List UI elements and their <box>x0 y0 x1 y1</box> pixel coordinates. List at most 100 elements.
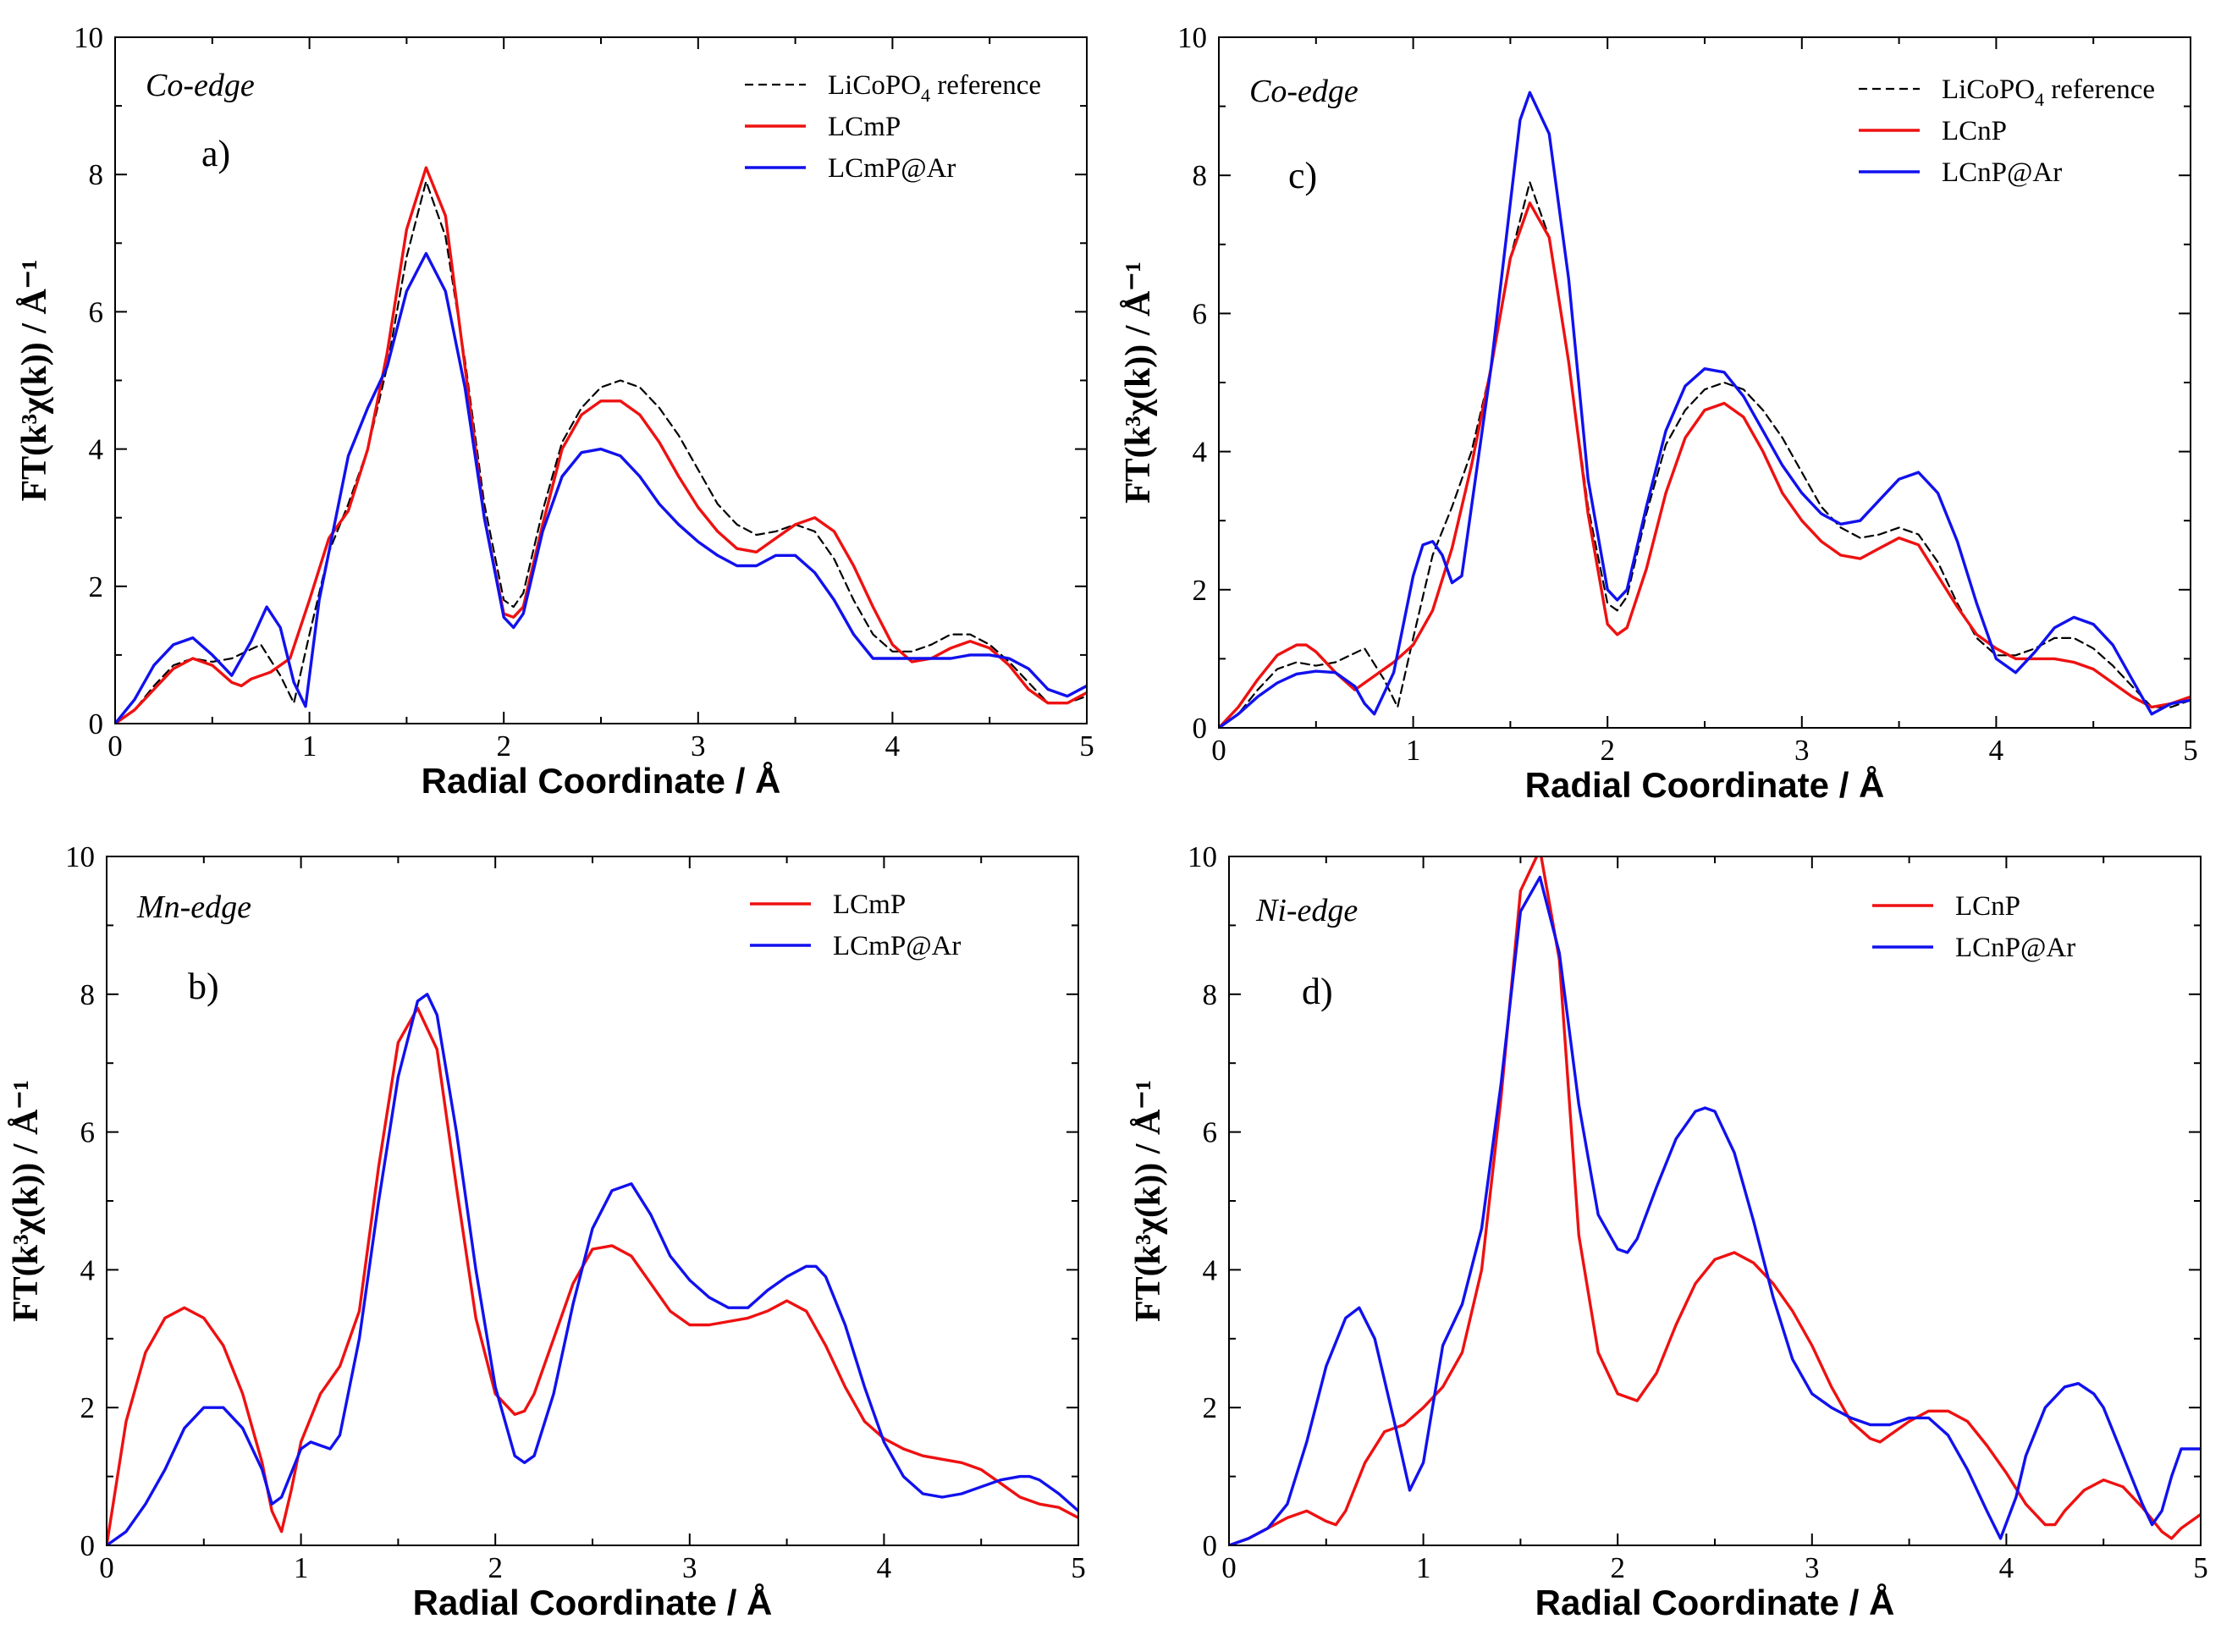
x-axis-label: Radial Coordinate / Å <box>1535 1583 1895 1622</box>
y-tick-label: 0 <box>1193 712 1208 745</box>
y-tick-label: 10 <box>1188 840 1217 873</box>
legend-subscript: 4 <box>2035 89 2044 110</box>
legend-name: LCnP@Ar <box>1955 933 2075 963</box>
x-tick-label: 0 <box>107 730 123 763</box>
legend-name: LCmP <box>828 112 901 142</box>
legend-label: LCmP <box>828 112 901 142</box>
legend: LiCoPO4 reference LCmP LCmP@Ar <box>745 70 1041 184</box>
y-tick-label: 10 <box>65 840 95 873</box>
y-tick-label: 6 <box>80 1116 96 1149</box>
y-tick-label: 8 <box>80 978 96 1011</box>
y-tick-label: 10 <box>1177 21 1207 54</box>
series-group <box>1219 91 2191 728</box>
panel-d: 0 1 2 3 4 5 0 2 4 6 8 10 Radial Coordinate / Å FT(k³χ… <box>1129 840 2208 1622</box>
legend-name: LCnP@Ar <box>1942 157 2062 188</box>
series-line-lcmp <box>115 166 1087 724</box>
series-group <box>1229 856 2201 1545</box>
series-line-lcnp-ar <box>1229 875 2201 1545</box>
y-tick-label: 4 <box>1193 436 1208 469</box>
panel-label: c) <box>1288 155 1317 196</box>
y-axis-label: FT(k³χ(k)) / Å⁻¹ <box>7 1080 46 1322</box>
legend-label: LCnP <box>1942 116 2007 146</box>
y-tick-label: 2 <box>80 1391 96 1424</box>
edge-label: Ni-edge <box>1255 893 1358 928</box>
y-tick-label: 8 <box>1203 978 1218 1011</box>
legend-name: LCnP <box>1942 116 2007 146</box>
legend-label: LiCoPO4 reference <box>828 70 1041 106</box>
legend-suffix: reference <box>2044 74 2155 105</box>
series-line-lcmp-ar <box>107 993 1078 1545</box>
series-line-lcmp-ar <box>115 251 1087 724</box>
x-tick-label: 1 <box>1406 734 1421 767</box>
x-tick-label: 2 <box>488 1551 503 1584</box>
legend-name: LCnP <box>1955 891 2020 922</box>
y-axis-label: FT(k³χ(k)) / Å⁻¹ <box>1119 262 1158 504</box>
x-axis-label: Radial Coordinate / Å <box>413 1583 773 1622</box>
series-line-lcnp <box>1229 856 2201 1545</box>
legend: LiCoPO4 reference LCnP LCnP@Ar <box>1859 74 2155 188</box>
panel-c: 0 1 2 3 4 5 0 2 4 6 8 10 Radial Coordinate / Å FT(k³χ… <box>1119 21 2198 805</box>
x-tick-label: 3 <box>682 1551 697 1584</box>
legend-label: LCmP <box>833 889 906 920</box>
y-tick-label: 0 <box>80 1529 96 1562</box>
y-axis-label: FT(k³χ(k)) / Å⁻¹ <box>15 259 54 501</box>
x-tick-label: 1 <box>302 730 317 763</box>
legend-label: LCmP@Ar <box>833 931 961 961</box>
x-tick-label: 4 <box>1999 1551 2014 1584</box>
series-line-lcnp-ar <box>1219 91 2191 728</box>
x-tick-label: 1 <box>294 1551 309 1584</box>
series-line-lcmp <box>107 1006 1078 1545</box>
y-tick-label: 2 <box>1193 574 1208 607</box>
y-tick-label: 4 <box>80 1253 96 1286</box>
edge-label: Co-edge <box>146 68 255 103</box>
x-tick-label: 3 <box>1794 734 1810 767</box>
y-tick-label: 0 <box>1203 1529 1218 1562</box>
x-axis-label: Radial Coordinate / Å <box>1525 765 1885 805</box>
legend-name: LiCoPO <box>1942 74 2035 105</box>
legend-name: LCmP <box>833 889 906 920</box>
y-tick-label: 10 <box>74 21 103 54</box>
plot-frame <box>1218 36 2191 729</box>
series-line-licopo <box>1219 181 2191 728</box>
legend: LCmP LCmP@Ar <box>750 889 961 961</box>
series-line-lcnp <box>1219 201 2191 728</box>
x-tick-label: 0 <box>1211 734 1226 767</box>
legend-label: LCnP@Ar <box>1942 157 2062 188</box>
legend-label: LiCoPO4 reference <box>1942 74 2155 110</box>
legend-suffix: reference <box>930 70 1041 101</box>
x-tick-label: 0 <box>1221 1551 1237 1584</box>
x-tick-label: 5 <box>1071 1551 1086 1584</box>
legend: LCnP LCnP@Ar <box>1872 891 2075 963</box>
y-tick-label: 6 <box>89 295 104 328</box>
y-axis-label: FT(k³χ(k)) / Å⁻¹ <box>1129 1080 1168 1322</box>
y-tick-label: 8 <box>89 158 104 191</box>
x-tick-label: 3 <box>1805 1551 1820 1584</box>
y-tick-label: 4 <box>1203 1253 1218 1286</box>
x-tick-label: 3 <box>691 730 706 763</box>
series-line-licopo <box>115 180 1087 724</box>
panel-label: a) <box>201 133 230 174</box>
y-tick-label: 2 <box>1203 1391 1218 1424</box>
legend-label: LCnP <box>1955 891 2020 922</box>
edge-label: Mn-edge <box>136 889 251 925</box>
y-tick-label: 6 <box>1193 297 1208 330</box>
legend-label: LCmP@Ar <box>828 153 956 184</box>
x-tick-label: 2 <box>496 730 511 763</box>
legend-subscript: 4 <box>921 85 930 106</box>
x-tick-label: 5 <box>2183 734 2198 767</box>
y-tick-label: 8 <box>1193 159 1208 192</box>
x-tick-label: 2 <box>1600 734 1615 767</box>
x-tick-label: 5 <box>2193 1551 2208 1584</box>
y-tick-label: 6 <box>1203 1116 1218 1149</box>
x-tick-label: 1 <box>1416 1551 1431 1584</box>
panel-label: d) <box>1302 971 1333 1012</box>
legend-name: LCmP@Ar <box>833 931 961 961</box>
x-tick-label: 4 <box>885 730 901 763</box>
panel-label: b) <box>188 966 219 1007</box>
legend-name: LCmP@Ar <box>828 153 956 184</box>
series-group <box>115 166 1087 724</box>
series-group <box>107 993 1078 1545</box>
legend-name: LiCoPO <box>828 70 921 101</box>
panel-a: 0 1 2 3 4 5 0 2 4 6 8 10 Radial Coordinate / Å FT(k³χ… <box>15 21 1094 801</box>
